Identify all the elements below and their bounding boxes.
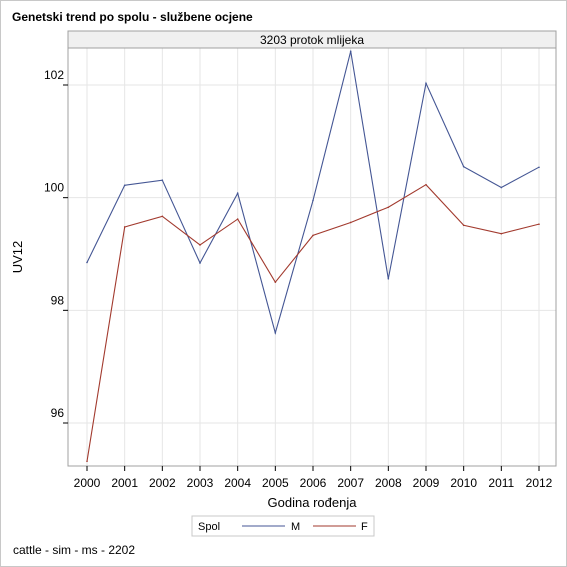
data-point-f (500, 232, 503, 235)
data-point-m (312, 199, 314, 202)
grid-layer (68, 48, 556, 466)
x-tick-label: 2007 (337, 476, 364, 490)
y-tick-label: 96 (51, 406, 65, 420)
x-tick-label: 2010 (450, 476, 477, 490)
x-tick-label: 2002 (149, 476, 176, 490)
data-point-m (538, 166, 540, 169)
x-axis-label: Godina rođenja (268, 495, 358, 510)
data-point-f (425, 183, 427, 186)
data-point-f (86, 460, 88, 463)
data-point-m (123, 184, 126, 187)
plot-border (67, 30, 557, 467)
x-tick-label: 2000 (74, 476, 101, 490)
data-point-f (538, 223, 540, 225)
data-point-m (425, 82, 427, 85)
data-point-f (387, 206, 390, 209)
data-point-m (236, 192, 239, 194)
data-point-m (161, 179, 164, 182)
legend-label-f: F (361, 521, 368, 533)
data-point-f (312, 234, 314, 237)
x-tick-label: 2004 (224, 476, 251, 490)
y-axis-label: UV12 (10, 241, 25, 274)
data-point-m (462, 165, 465, 168)
data-point-m (387, 277, 390, 280)
x-tick-label: 2011 (488, 476, 514, 490)
series-layer (86, 50, 540, 463)
data-point-f (199, 244, 201, 246)
data-point-f (462, 224, 465, 227)
legend-label-m: M (291, 521, 300, 533)
x-tick-label: 2003 (187, 476, 214, 490)
data-point-f (236, 218, 239, 220)
legend-title: Spol (198, 521, 220, 533)
y-tick-label: 102 (44, 68, 64, 82)
x-tick-label: 2008 (375, 476, 402, 490)
axis-layer: 2000 2001 2002 2003 2004 2005 2006 2007 2008 2009… (44, 68, 553, 490)
x-tick-label: 2009 (413, 476, 440, 490)
x-tick-label: 2012 (526, 476, 553, 490)
x-tick-label: 2006 (300, 476, 327, 490)
legend: Spol M F (191, 515, 375, 537)
x-tick-label: 2005 (262, 476, 289, 490)
y-tick-label: 98 (51, 293, 65, 307)
chart-title: Genetski trend po spolu - službene ocjen… (12, 10, 253, 24)
data-point-f (161, 215, 164, 218)
data-point-f (123, 226, 126, 228)
data-point-m (274, 332, 277, 334)
data-point-m (199, 262, 201, 264)
data-point-f (349, 221, 352, 224)
panel-label: 3203 protok mlijeka (260, 33, 364, 47)
y-tick-label: 100 (44, 181, 64, 195)
data-point-m (86, 261, 88, 264)
x-tick-label: 2001 (111, 476, 138, 490)
data-point-f (274, 281, 277, 283)
data-point-m (349, 50, 352, 52)
footnote: cattle - sim - ms - 2202 (13, 543, 136, 557)
data-point-m (500, 186, 503, 189)
